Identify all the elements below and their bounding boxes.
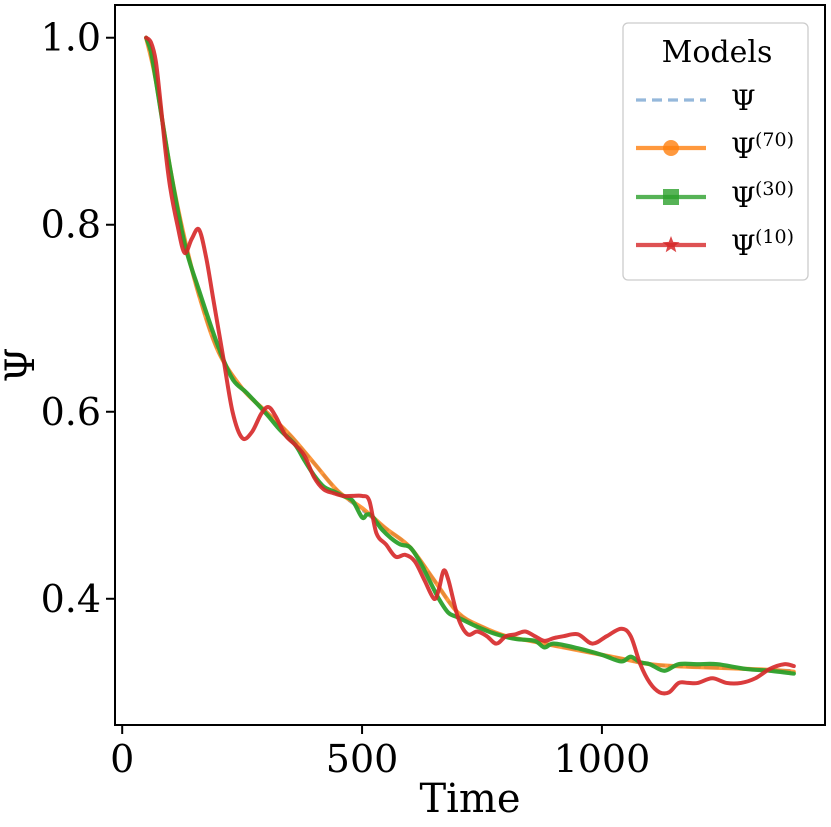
legend-entries: ΨΨ (70)Ψ (30)Ψ (10) <box>636 84 794 262</box>
ticks-group: 0 500 1000 0.4 0.6 0.8 1.0 <box>41 16 651 781</box>
legend-title: Models <box>662 35 773 70</box>
legend-entry-4: Ψ (10) <box>636 226 794 262</box>
y-tick-label: 0.4 <box>41 577 101 621</box>
y-tick-label: 0.6 <box>41 390 101 434</box>
legend-marker-circle <box>663 140 679 156</box>
legend-box <box>622 22 809 281</box>
legend-entry-3: Ψ (30) <box>636 178 794 214</box>
x-tick-label: 500 <box>326 737 399 781</box>
x-tick-label: 0 <box>110 737 134 781</box>
legend-marker-star <box>662 236 680 253</box>
legend-label-superscript: (10) <box>755 226 794 248</box>
legend-label: Ψ <box>731 229 756 262</box>
legend-label-superscript: (30) <box>755 178 794 200</box>
y-tick-label: 1.0 <box>41 16 101 60</box>
series-group <box>144 35 796 696</box>
legend: Models ΨΨ (70)Ψ (30)Ψ (10) <box>622 22 809 281</box>
legend-label: Ψ <box>731 84 756 117</box>
legend-label: Ψ <box>731 132 756 165</box>
legend-marker-square <box>663 189 679 205</box>
legend-label: Ψ <box>731 181 756 214</box>
x-axis-title: Time <box>419 776 520 822</box>
legend-entry-1: Ψ <box>636 84 756 117</box>
x-tick-label: 1000 <box>554 737 651 781</box>
y-tick-label: 0.8 <box>41 203 101 247</box>
series-line-4 <box>144 35 796 696</box>
legend-label-superscript: (70) <box>755 129 794 151</box>
y-axis-title: Ψ <box>0 347 44 382</box>
legend-entry-2: Ψ (70) <box>636 129 794 165</box>
